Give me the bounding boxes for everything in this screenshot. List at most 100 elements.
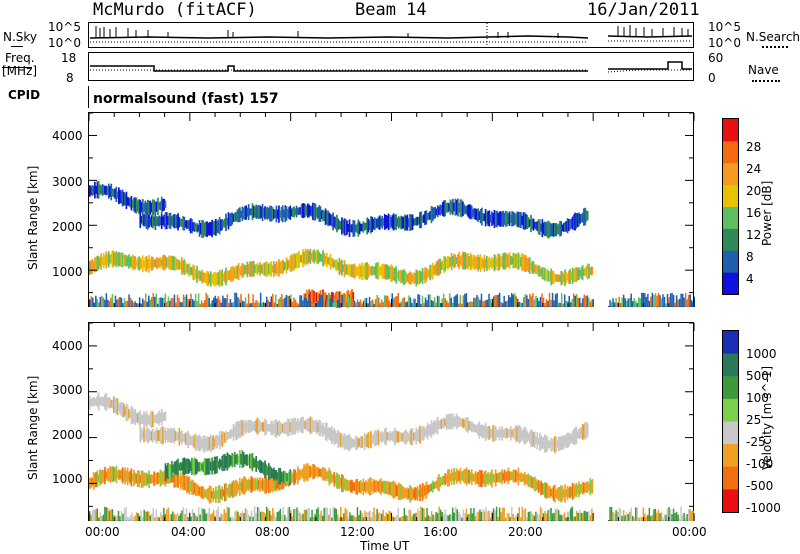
scatter-cell — [187, 458, 190, 474]
scatter-cell — [401, 216, 404, 229]
scatter-cell — [170, 428, 173, 443]
clutter-cell — [669, 293, 672, 307]
scatter-cell — [496, 258, 498, 267]
scatter-cell — [158, 410, 161, 426]
clutter-cell — [669, 509, 672, 521]
scatter-cell — [199, 271, 202, 281]
scatter-cell — [509, 255, 512, 266]
clutter-cell — [568, 295, 570, 307]
clutter-cell — [421, 507, 424, 521]
scatter-cell — [478, 211, 481, 221]
clutter-cell — [477, 296, 480, 307]
scatter-cell — [230, 484, 232, 496]
clutter-cell — [391, 516, 393, 521]
noise-right-dotted — [762, 46, 788, 48]
scatter-cell — [145, 255, 148, 272]
scatter-cell — [128, 408, 130, 419]
clutter-cell — [687, 294, 690, 307]
scatter-cell — [352, 220, 355, 237]
clutter-cell — [146, 511, 148, 521]
scatter-cell — [109, 186, 111, 197]
scatter-cell — [547, 485, 550, 498]
scatter-cell — [143, 214, 145, 227]
clutter-cell — [255, 513, 257, 521]
scatter-cell — [438, 206, 440, 215]
colorbar-swatch — [723, 140, 738, 164]
scatter-cell — [492, 474, 495, 483]
scatter-cell — [404, 430, 406, 444]
scatter-cell — [227, 431, 230, 439]
scatter-cell — [561, 435, 564, 450]
clutter-cell — [210, 514, 212, 521]
freq-label-line — [2, 67, 32, 68]
scatter-cell — [494, 469, 497, 487]
nave-label: Nave — [748, 63, 779, 77]
clutter-cell — [489, 298, 492, 307]
scatter-cell — [215, 486, 217, 503]
scatter-cell — [581, 481, 584, 495]
clutter-cell — [126, 516, 129, 521]
scatter-cell — [100, 253, 103, 270]
clutter-cell — [439, 509, 442, 521]
scatter-cell — [236, 421, 239, 440]
scatter-cell — [293, 252, 295, 271]
scatter-cell — [429, 484, 432, 493]
clutter-cell — [228, 302, 230, 307]
clutter-cell — [610, 302, 613, 307]
scatter-cell — [231, 266, 234, 282]
scatter-cell — [491, 469, 493, 488]
scatter-cell — [575, 267, 578, 283]
scatter-cell — [109, 398, 111, 409]
clutter-cell — [677, 514, 679, 521]
clutter-cell — [335, 302, 338, 307]
scatter-cell — [226, 431, 229, 441]
clutter-cell — [296, 507, 298, 521]
scatter-cell — [186, 220, 188, 229]
scatter-cell — [391, 481, 394, 497]
clutter-cell — [610, 506, 613, 521]
scatter-cell — [252, 457, 255, 468]
scatter-cell — [555, 274, 558, 282]
scatter-cell — [259, 459, 261, 473]
clutter-cell — [583, 510, 586, 521]
clutter-cell — [650, 296, 652, 307]
clutter-cell — [473, 297, 475, 307]
scatter-cell — [116, 252, 119, 266]
scatter-cell — [154, 430, 157, 441]
clutter-cell — [343, 292, 345, 307]
scatter-cell — [396, 485, 399, 497]
scatter-cell — [262, 462, 265, 475]
clutter-cell — [349, 512, 351, 521]
clutter-cell — [312, 302, 315, 307]
clutter-cell — [625, 300, 628, 307]
scatter-cell — [128, 471, 130, 482]
scatter-cell — [152, 428, 154, 443]
scatter-cell — [302, 249, 304, 268]
clutter-cell — [462, 509, 465, 521]
scatter-cell — [284, 421, 287, 435]
clutter-cell — [479, 509, 481, 521]
scatter-cell — [331, 214, 333, 227]
clutter-cell — [489, 517, 492, 521]
clutter-cell — [329, 508, 331, 521]
scatter-cell — [450, 200, 453, 214]
clutter-cell — [358, 515, 360, 521]
clutter-cell — [229, 517, 232, 521]
scatter-cell — [270, 467, 273, 479]
clutter-cell — [684, 292, 687, 307]
scatter-cell — [111, 188, 114, 197]
scatter-cell — [344, 263, 347, 275]
scatter-cell — [121, 189, 124, 207]
scatter-cell — [236, 265, 239, 279]
clutter-cell — [379, 512, 381, 521]
clutter-cell — [683, 297, 685, 307]
scatter-cell — [101, 257, 104, 266]
scatter-cell — [191, 267, 193, 276]
scatter-cell — [453, 202, 455, 212]
scatter-cell — [351, 438, 353, 448]
clutter-cell — [512, 514, 514, 521]
xtick-0000: 00:00 — [85, 525, 120, 539]
scatter-cell — [433, 265, 435, 275]
scatter-cell — [457, 254, 459, 267]
scatter-cell — [549, 222, 551, 238]
